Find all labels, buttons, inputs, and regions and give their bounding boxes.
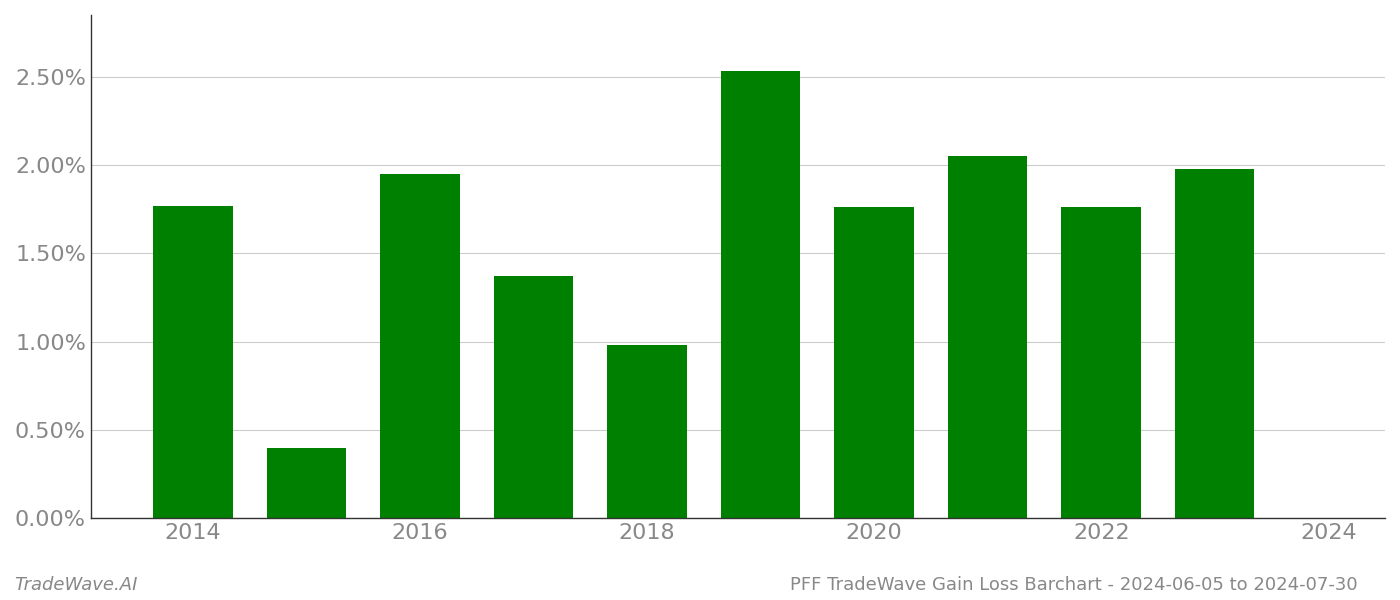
Bar (834, 208, 914, 518)
Bar (721, 71, 801, 518)
Bar (153, 206, 232, 518)
Bar (1061, 208, 1141, 518)
Text: TradeWave.AI: TradeWave.AI (14, 576, 137, 594)
Bar (381, 174, 459, 518)
Bar (608, 345, 687, 518)
Bar (1175, 169, 1254, 518)
Bar (494, 276, 574, 518)
Text: PFF TradeWave Gain Loss Barchart - 2024-06-05 to 2024-07-30: PFF TradeWave Gain Loss Barchart - 2024-… (791, 576, 1358, 594)
Bar (267, 448, 346, 518)
Bar (948, 156, 1028, 518)
